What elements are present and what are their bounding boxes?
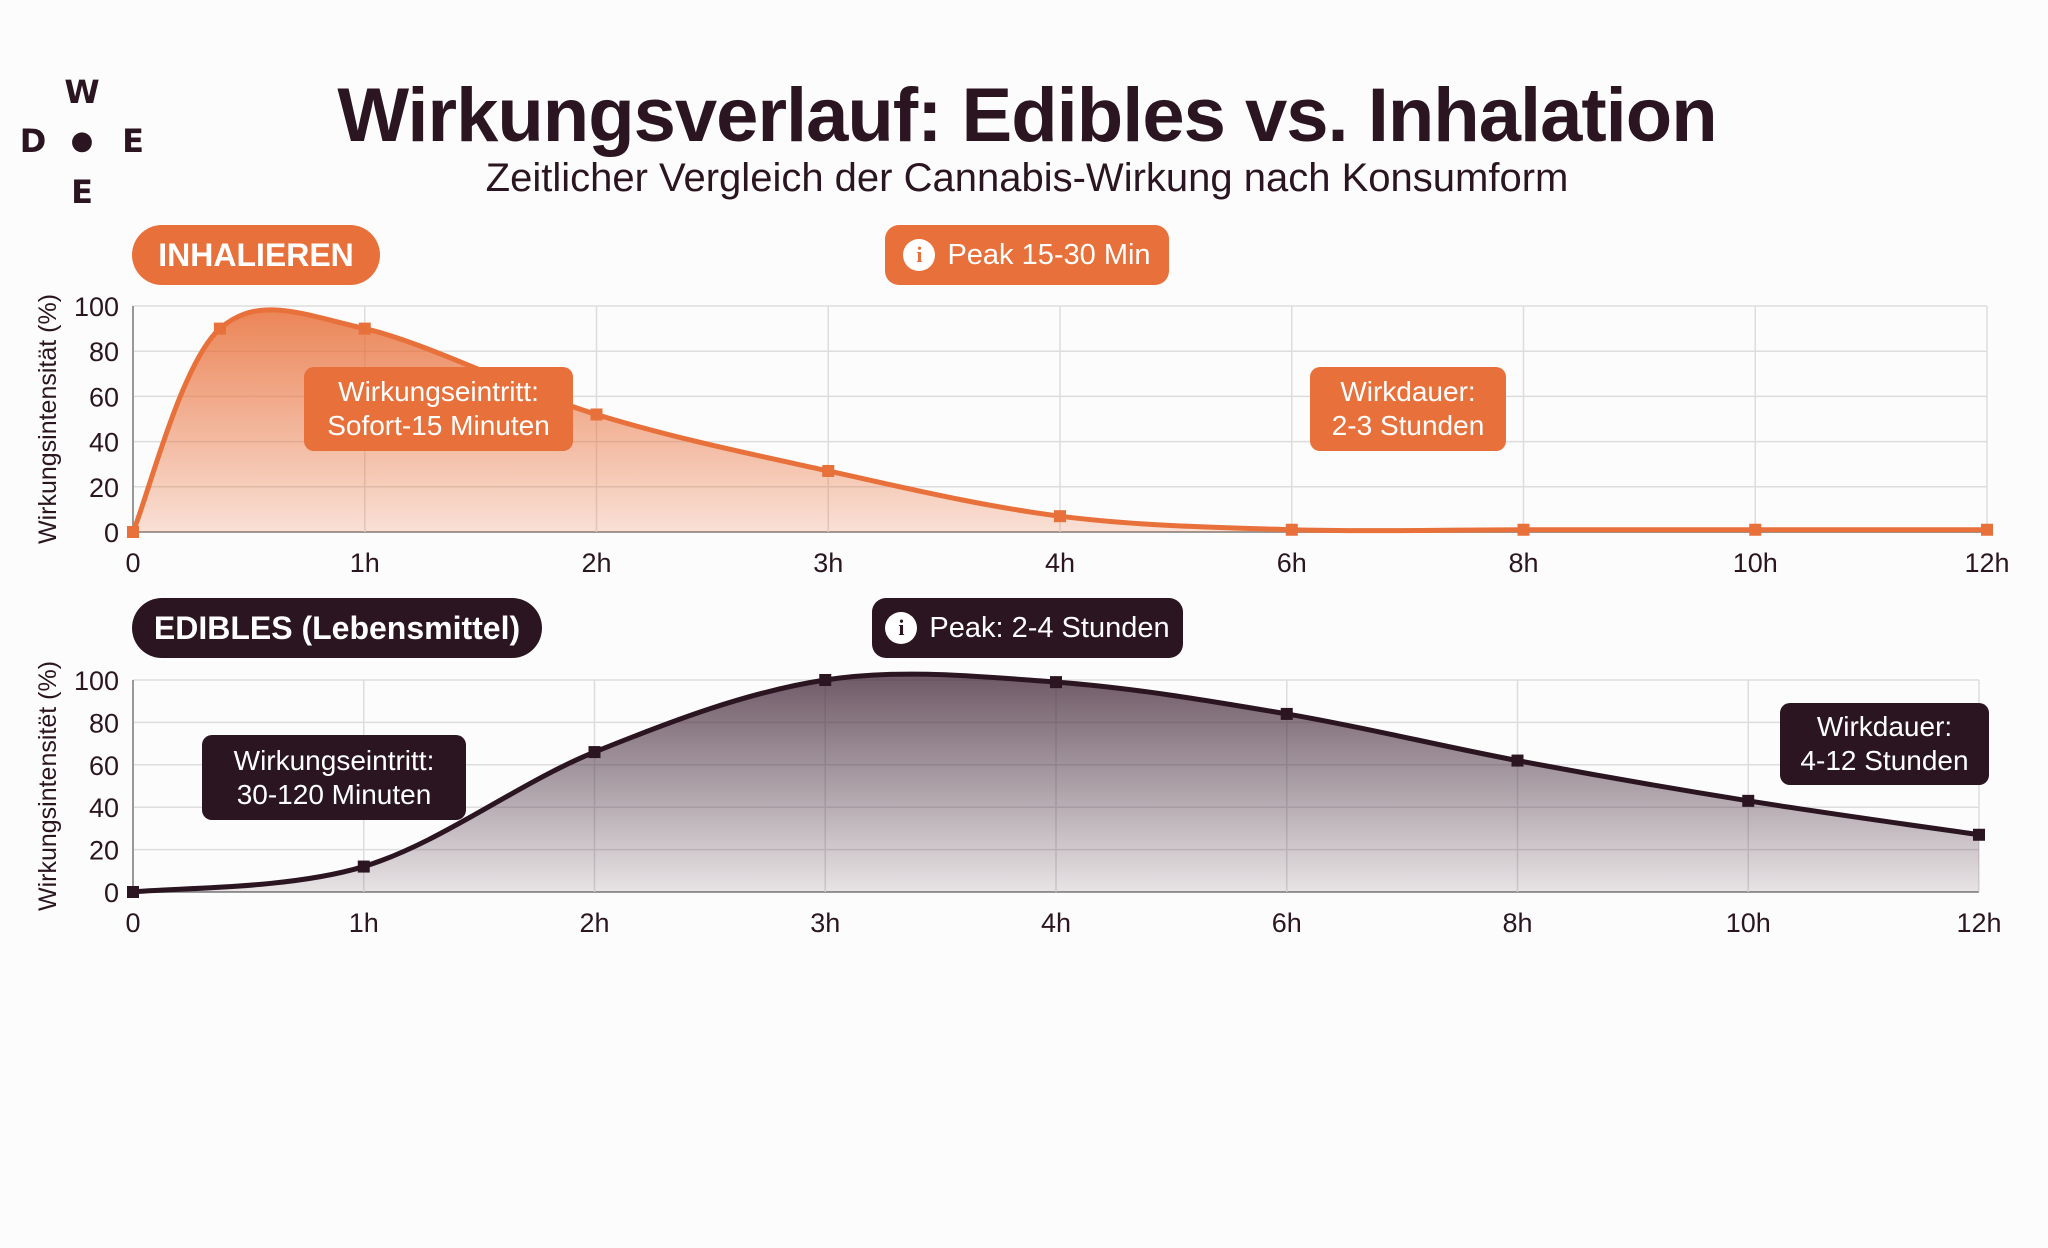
inhalation-marker [1054,510,1066,523]
inhalation-onset-note: Wirkungseintritt: Sofort-15 Minuten [304,367,573,451]
edibles-chart: 0 20 40 60 80 100 0 1h 2h 3h 4h 6h 8h 10h 12h Wirkungsi… [34,661,2002,938]
inhalation-chart: 0 20 40 60 80 100 0 1h 2h 3h 4h 6h 8h 10h 12h Wirkungsi… [34,292,2010,578]
edibles-duration-note: Wirkdauer: 4-12 Stunden [1780,703,1989,785]
inhalation-marker [127,526,139,538]
y-tick-label: 0 [104,518,119,548]
note-line: 2-3 Stunden [1331,410,1485,441]
inhalation-marker [590,408,603,421]
logo-dot: ● [70,126,94,156]
x-tick-label: 10h [1726,908,1771,938]
note-line: Wirkdauer: [1816,711,1953,742]
x-tick-label: 8h [1508,548,1538,578]
x-tick-label: 10h [1733,548,1778,578]
inhalation-area [133,309,1987,532]
y-tick-label: 60 [89,382,119,412]
note-line: 30-120 Minuten [236,778,432,810]
edibles-label: EDIBLES (Lebensmittel) [132,598,542,658]
note-line: Sofort-15 Minuten [327,410,550,441]
edibles-marker [1742,794,1755,807]
x-tick-label: 6h [1272,908,1302,938]
inhalation-duration-note: Wirkdauer: 2-3 Stunden [1310,367,1506,451]
x-tick-label: 4h [1041,908,1071,938]
edibles-marker [1280,707,1293,720]
page-subtitle: Zeitlicher Vergleich der Cannabis-Wirkun… [485,156,1569,200]
inhalation-peak-badge: i Peak 15-30 Min [885,225,1169,285]
y-tick-label: 20 [89,836,119,866]
x-tick-label: 2h [579,908,609,938]
edibles-area [133,674,1979,892]
edibles-marker [819,674,832,686]
inhalation-peak-text: Peak 15-30 Min [947,238,1151,271]
x-tick-label: 1h [350,548,380,578]
y-tick-label: 40 [89,428,119,458]
x-tick-label: 4h [1045,548,1075,578]
edibles-marker [357,860,370,873]
y-axis-label: Wirkungsintensität (%) [34,294,62,544]
logo-letter: W [64,73,100,111]
edibles-onset-note: Wirkungseintritt: 30-120 Minuten [202,735,466,820]
info-icon: i [903,239,936,271]
y-tick-label: 60 [89,751,119,781]
note-line: Wirkdauer: [1340,376,1476,407]
inhalation-marker [213,322,226,335]
inhalation-label: INHALIEREN [132,225,380,285]
x-tick-label: 6h [1277,548,1307,578]
y-tick-label: 80 [89,337,119,367]
edibles-marker [1973,828,1985,841]
info-icon: i [885,612,918,644]
x-tick-label: 12h [1964,548,2009,578]
y-tick-label: 40 [89,793,119,823]
inhalation-marker [1749,523,1762,536]
y-tick-label: 20 [89,473,119,503]
x-tick-label: 0 [125,908,140,938]
edibles-marker [588,746,601,759]
inhalation-line [130,307,1987,534]
y-tick-label: 0 [104,878,119,908]
edibles-peak-badge: i Peak: 2-4 Stunden [872,598,1183,658]
x-tick-label: 0 [125,548,140,578]
x-tick-label: 2h [581,548,611,578]
note-line: Wirkungseintritt: [338,376,539,407]
y-tick-label: 100 [74,292,119,322]
logo-letter: E [71,173,93,211]
logo-letter: E [122,122,144,160]
edibles-marker [1511,754,1524,767]
inhalation-marker [1981,523,1993,536]
logo-letter: D [19,122,47,160]
x-tick-label: 12h [1956,908,2001,938]
x-tick-label: 3h [810,908,840,938]
x-tick-label: 1h [349,908,379,938]
y-tick-label: 80 [89,708,119,738]
edibles-peak-text: Peak: 2-4 Stunden [929,611,1170,644]
inhalation-marker [1517,523,1530,536]
y-tick-label: 100 [74,666,119,696]
y-axis-label: Wirkungsintensitët (%) [34,661,62,911]
edibles-marker [127,886,139,898]
inhalation-marker [358,322,371,335]
edibles-marker [1050,676,1062,689]
page-title: Wirkungsverlauf: Edibles vs. Inhalation [337,73,1717,158]
note-line: 4-12 Stunden [1800,745,1969,776]
inhalation-marker [822,464,835,477]
inhalation-marker [1285,523,1298,536]
x-tick-label: 8h [1502,908,1532,938]
note-line: Wirkungseintritt: [233,744,435,776]
x-tick-label: 3h [813,548,843,578]
